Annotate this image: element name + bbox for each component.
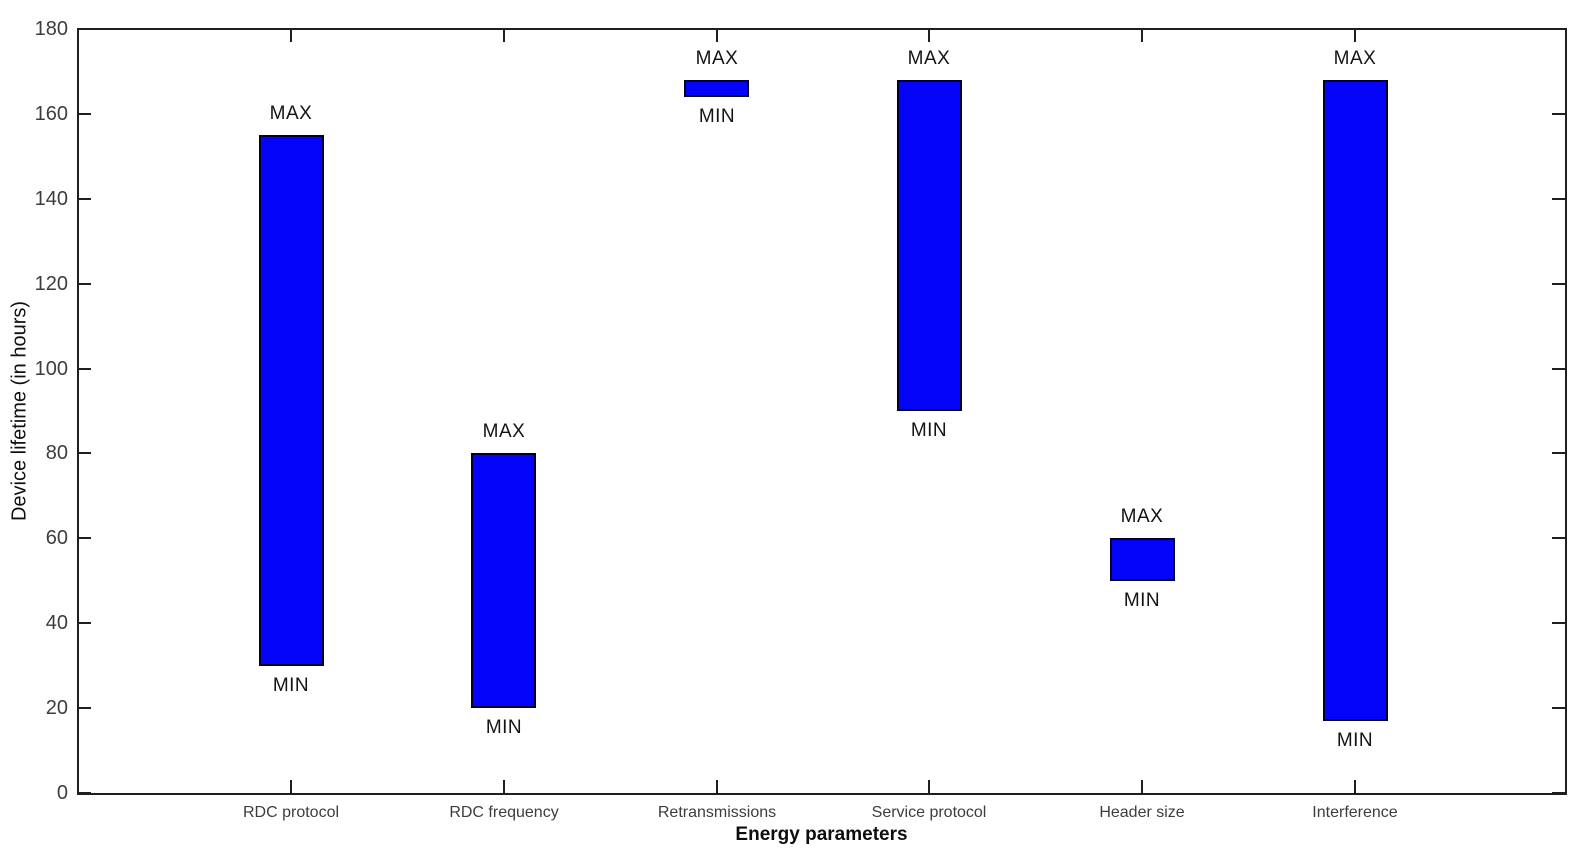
bar-max-label: MAX — [482, 421, 526, 442]
y-tick-right — [1552, 198, 1565, 200]
y-tick-right — [1552, 368, 1565, 370]
y-tick-left — [78, 622, 91, 624]
y-tick-right — [1552, 283, 1565, 285]
y-tick-label: 40 — [45, 612, 68, 634]
y-tick-left — [78, 368, 91, 370]
y-tick-right — [1552, 28, 1565, 30]
bar-min-label: MIN — [485, 717, 523, 738]
y-tick-left — [78, 537, 91, 539]
x-tick-bottom — [1354, 780, 1356, 793]
bar-min-label: MIN — [698, 106, 736, 127]
bar-max-label: MAX — [1333, 48, 1377, 69]
x-tick-label: RDC frequency — [449, 804, 559, 821]
x-tick-label: Retransmissions — [657, 804, 777, 821]
y-tick-right — [1552, 622, 1565, 624]
x-tick-top — [290, 29, 292, 42]
x-tick-bottom — [1141, 780, 1143, 793]
x-tick-bottom — [928, 780, 930, 793]
x-tick-label: Service protocol — [871, 804, 987, 821]
bar-min-label: MIN — [272, 675, 310, 696]
y-tick-right — [1552, 537, 1565, 539]
x-tick-top — [1354, 29, 1356, 42]
x-tick-label: RDC protocol — [242, 804, 340, 821]
y-tick-label: 120 — [34, 273, 68, 295]
y-tick-left — [78, 452, 91, 454]
y-tick-label: 180 — [34, 18, 68, 40]
x-tick-label: Interference — [1312, 804, 1398, 821]
y-tick-left — [78, 113, 91, 115]
y-tick-left — [78, 198, 91, 200]
bar-min-label: MIN — [1336, 730, 1374, 751]
x-tick-top — [716, 29, 718, 42]
x-tick-label: Header size — [1099, 804, 1185, 821]
y-tick-label: 80 — [45, 442, 68, 464]
x-tick-top — [928, 29, 930, 42]
x-axis-title: Energy parameters — [735, 824, 908, 845]
bar-max-label: MAX — [1120, 506, 1164, 527]
bar-max-label: MAX — [907, 48, 951, 69]
bar-max-label: MAX — [695, 48, 739, 69]
x-tick-bottom — [503, 780, 505, 793]
x-tick-bottom — [716, 780, 718, 793]
range-bar-service-protocol — [897, 80, 962, 411]
y-tick-label: 0 — [56, 782, 68, 804]
y-tick-label: 140 — [34, 188, 68, 210]
y-tick-label: 160 — [34, 103, 68, 125]
y-tick-label: 20 — [45, 697, 68, 719]
range-bar-header-size — [1110, 538, 1175, 581]
range-bar-retransmissions — [684, 80, 749, 97]
plot-area — [77, 28, 1567, 795]
y-tick-label: 100 — [34, 358, 68, 380]
y-tick-right — [1552, 113, 1565, 115]
x-tick-top — [503, 29, 505, 42]
y-tick-left — [78, 283, 91, 285]
bar-min-label: MIN — [1123, 590, 1161, 611]
y-tick-left — [78, 28, 91, 30]
range-bar-interference — [1323, 80, 1388, 721]
y-tick-label: 60 — [45, 527, 68, 549]
bar-min-label: MIN — [910, 420, 948, 441]
y-tick-left — [78, 792, 91, 794]
y-tick-right — [1552, 707, 1565, 709]
y-tick-left — [78, 707, 91, 709]
x-tick-bottom — [290, 780, 292, 793]
y-tick-right — [1552, 792, 1565, 794]
bar-max-label: MAX — [269, 103, 313, 124]
range-bar-rdc-frequency — [471, 453, 536, 708]
y-tick-right — [1552, 452, 1565, 454]
y-axis-title: Device lifetime (in hours) — [8, 300, 31, 522]
x-tick-top — [1141, 29, 1143, 42]
range-bar-rdc-protocol — [259, 135, 324, 666]
